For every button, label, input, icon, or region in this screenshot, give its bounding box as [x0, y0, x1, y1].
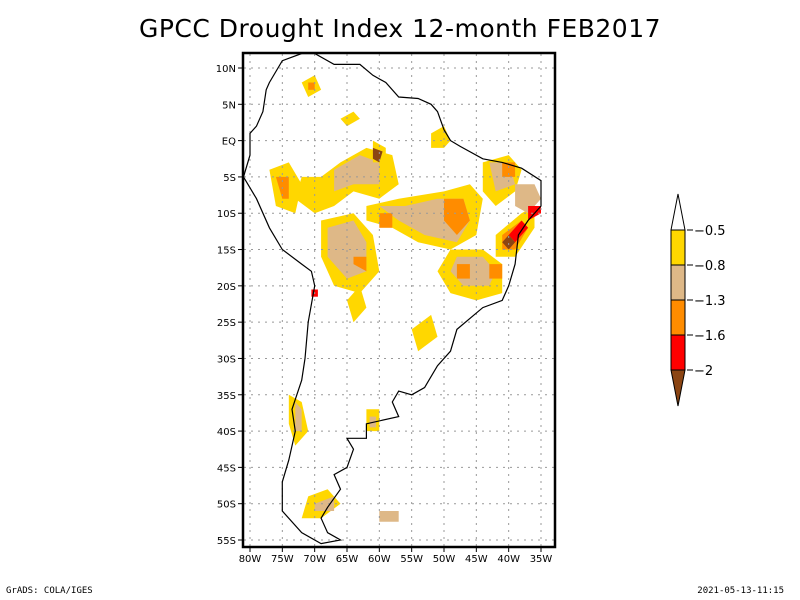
y-tick-label: EQ: [222, 137, 236, 148]
footer-credit: GrADS: COLA/IGES: [6, 586, 93, 596]
x-tick-label: 40W: [497, 554, 520, 565]
x-tick-label: 60W: [368, 554, 391, 565]
y-tick-label: 10N: [216, 64, 236, 75]
y-tick-label: 5N: [222, 100, 236, 111]
x-tick-label: 65W: [336, 554, 359, 565]
x-axis-ticks: 80W 75W 70W 65W 60W 55W 50W 45W 40W 35W: [239, 547, 553, 565]
colorbar-label: −0.5: [694, 224, 726, 239]
continent-outline: [244, 54, 542, 544]
drought-patch: [412, 315, 438, 351]
colorbar-label: −0.8: [694, 259, 726, 274]
colorbar-label: −2: [694, 364, 713, 379]
x-tick-label: 70W: [303, 554, 326, 565]
y-tick-label: 55S: [217, 536, 236, 547]
x-tick-label: 75W: [271, 554, 294, 565]
drought-patch: [379, 213, 392, 228]
y-axis-ticks: 10N 5N EQ 5S 10S 15S 20S 25S 30S 35S 40S 45S 50S 55S: [216, 64, 243, 547]
x-tick-label: 35W: [530, 554, 553, 565]
drought-patch: [341, 112, 360, 127]
footer-timestamp: 2021-05-13-11:15: [697, 586, 784, 596]
y-tick-label: 40S: [217, 427, 236, 438]
y-tick-label: 30S: [217, 354, 236, 365]
colorbar-label: −1.3: [694, 294, 726, 309]
y-tick-label: 35S: [217, 391, 236, 402]
x-tick-label: 80W: [239, 554, 262, 565]
x-tick-label: 45W: [465, 554, 488, 565]
y-tick-label: 5S: [223, 173, 236, 184]
map-plot: 10N5NEQ5S10S15S20S25S30S35S40S45S50S55S …: [0, 0, 800, 600]
x-tick-label: 50W: [433, 554, 456, 565]
coastline: [244, 54, 542, 544]
drought-patch: [379, 511, 398, 522]
colorbar-bottom-arrow: [671, 370, 685, 406]
colorbar: −0.5 −0.8 −1.3 −1.6 −2: [671, 194, 726, 406]
colorbar-segment: [671, 335, 685, 370]
drought-patch: [457, 264, 470, 279]
drought-patch: [431, 126, 450, 148]
drought-patch: [489, 264, 502, 279]
colorbar-segment: [671, 230, 685, 265]
y-tick-label: 45S: [217, 463, 236, 474]
drought-patch: [347, 286, 366, 322]
x-tick-label: 55W: [400, 554, 423, 565]
drought-patch: [308, 83, 315, 90]
y-tick-label: 25S: [217, 318, 236, 329]
grid-lines: [244, 54, 554, 546]
y-tick-label: 15S: [217, 246, 236, 257]
y-tick-label: 50S: [217, 500, 236, 511]
colorbar-top-arrow: [671, 194, 685, 230]
drought-patches: [269, 75, 541, 522]
colorbar-segment: [671, 265, 685, 300]
colorbar-label: −1.6: [694, 329, 726, 344]
y-tick-label: 10S: [217, 209, 236, 220]
colorbar-segment: [671, 300, 685, 335]
y-tick-label: 20S: [217, 282, 236, 293]
